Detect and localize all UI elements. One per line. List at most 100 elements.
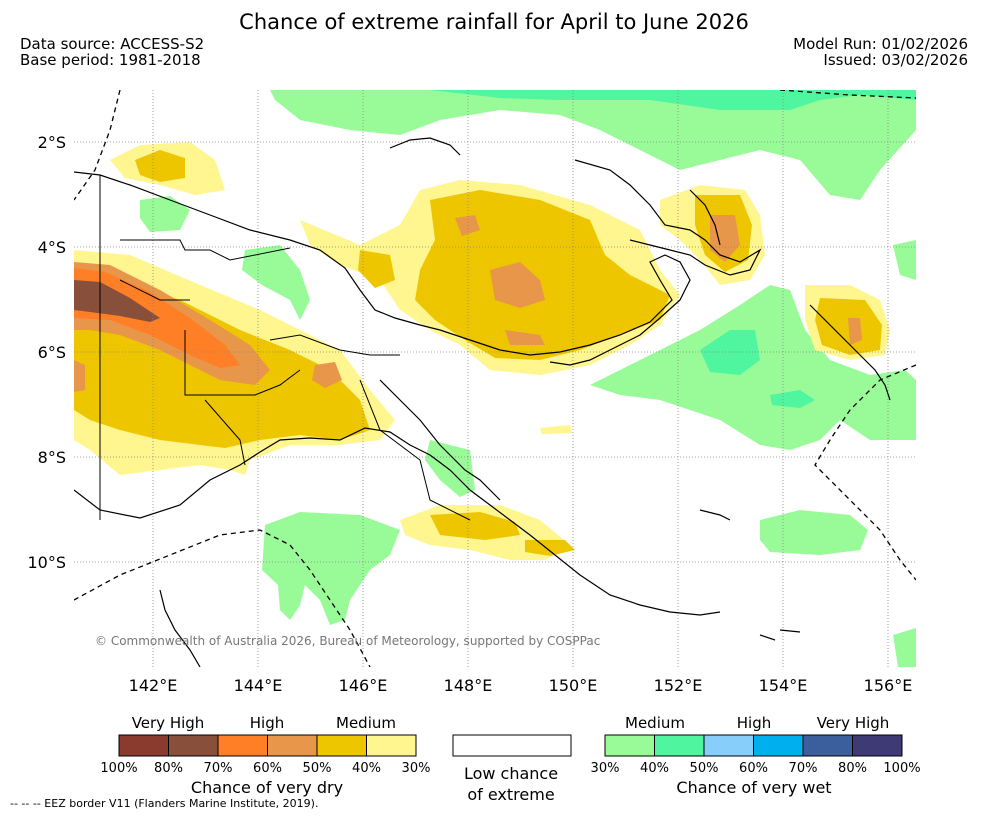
australia-coast: [159, 589, 201, 667]
wet-category-very-high: Very High: [817, 714, 890, 732]
wet-percent-label: 60%: [739, 761, 768, 776]
wet-region-far-east: [893, 240, 916, 280]
lon-tick: 142°E: [129, 676, 178, 695]
data-source-block: Data source: ACCESS-S2 Base period: 1981…: [20, 36, 204, 68]
dry-percent-label: 50%: [303, 761, 332, 776]
dry-region-central-high-2: [455, 215, 480, 236]
model-run-block: Model Run: 01/02/2026 Issued: 03/02/2026: [793, 36, 968, 68]
dry-percent-label: 30%: [402, 761, 431, 776]
wet-percent-label: 100%: [883, 761, 920, 776]
dry-region-small-light: [540, 425, 572, 434]
southeast-islands: [699, 509, 801, 641]
dry-region-east-high: [848, 318, 862, 345]
dry-swatch: [217, 734, 268, 757]
dry-legend-title: Chance of very dry: [191, 778, 343, 797]
base-period-label: Base period: 1981-2018: [20, 51, 201, 69]
lon-tick: 150°E: [549, 676, 598, 695]
dry-region-northeast-high: [710, 215, 740, 262]
wet-region-east-strong-2: [770, 390, 815, 408]
wet-legend: Medium High Very High 30% 40% 50% 60% 70% 80%…: [591, 714, 921, 797]
lat-tick: 6°S: [38, 343, 66, 362]
wet-swatch: [753, 734, 804, 757]
north-islands: [389, 137, 461, 156]
dry-swatch: [168, 734, 219, 757]
model-run-label: Model Run: 01/02/2026: [793, 35, 968, 53]
neutral-title-line2: of extreme: [467, 785, 554, 804]
lat-tick: 4°S: [38, 238, 66, 257]
dry-region-south-high: [312, 362, 342, 388]
wet-region-southeast: [760, 510, 868, 555]
wet-region-west-patch-2: [242, 245, 310, 320]
wet-region-far-southeast: [893, 628, 916, 667]
dry-percent-label: 40%: [352, 761, 381, 776]
wet-region-east-strong: [700, 330, 760, 375]
lon-tick: 154°E: [759, 676, 808, 695]
new-guinea-south-coast: [74, 427, 721, 616]
dry-signal-regions: [74, 142, 890, 560]
wet-percent-label: 40%: [640, 761, 669, 776]
wet-region-north: [270, 90, 916, 200]
wet-percent-label: 50%: [690, 761, 719, 776]
wet-percent-label: 80%: [838, 761, 867, 776]
latitude-ticks: 2°S 4°S 6°S 8°S 10°S: [27, 133, 66, 572]
wet-colorbar: [604, 734, 903, 757]
lat-tick: 2°S: [38, 133, 66, 152]
dry-region-northwest-medium: [135, 150, 185, 182]
neutral-swatch: [452, 734, 572, 757]
map-title: Chance of extreme rainfall for April to …: [239, 10, 749, 34]
international-borders: [99, 175, 471, 521]
lat-tick: 8°S: [38, 448, 66, 467]
wet-category-medium: Medium: [625, 714, 685, 732]
wet-region-south: [262, 512, 400, 625]
dry-region-west-high-2: [74, 360, 85, 392]
dry-swatch: [267, 734, 318, 757]
lon-tick: 146°E: [339, 676, 388, 695]
wet-region-north-strong: [430, 90, 916, 110]
neutral-legend: Low chance of extreme: [452, 734, 572, 804]
province-borders: [119, 239, 471, 521]
new-guinea-peninsula: [379, 379, 501, 501]
dry-region-central-medium: [358, 250, 395, 288]
lon-tick: 148°E: [444, 676, 493, 695]
dry-swatch: [366, 734, 417, 757]
dry-category-very-high: Very High: [132, 714, 205, 732]
wet-swatch: [703, 734, 754, 757]
wet-legend-title: Chance of very wet: [676, 778, 831, 797]
dry-percent-label: 70%: [204, 761, 233, 776]
dry-category-medium: Medium: [336, 714, 396, 732]
dry-colorbar: [118, 734, 417, 757]
dry-region-central-high-3: [505, 330, 545, 345]
dry-region-central-high: [490, 262, 545, 308]
eez-west: [74, 90, 121, 201]
dry-percent-label: 60%: [253, 761, 282, 776]
dry-region-central-medium-2: [415, 190, 670, 360]
dry-legend: Very High High Medium 100% 80% 70% 60% 50% 40…: [100, 714, 430, 797]
coastlines: [74, 137, 891, 667]
dry-swatch: [316, 734, 367, 757]
new-guinea-north-coast: [74, 171, 691, 366]
neutral-title-line1: Low chance: [464, 764, 558, 783]
dry-category-high: High: [250, 714, 284, 732]
new-britain-coast: [574, 159, 762, 276]
lon-tick: 144°E: [234, 676, 283, 695]
eez-east: [814, 364, 916, 581]
lon-tick: 152°E: [654, 676, 703, 695]
dry-percent-labels: 100% 80% 70% 60% 50% 40% 30%: [100, 761, 430, 776]
eez-boundaries: [74, 90, 916, 667]
dry-region-south-medium-2: [525, 540, 575, 556]
map-area: © Commonwealth of Australia 2026, Bureau…: [74, 90, 916, 667]
wet-region-west-patch: [140, 196, 190, 232]
wet-category-high: High: [737, 714, 771, 732]
longitude-ticks: 142°E 144°E 146°E 148°E 150°E 152°E 154°…: [129, 676, 913, 695]
dry-region-east-medium: [815, 298, 882, 355]
dry-swatch: [118, 734, 169, 757]
wet-swatch: [852, 734, 903, 757]
copyright-notice: © Commonwealth of Australia 2026, Bureau…: [95, 634, 600, 648]
dry-region-south-medium: [430, 512, 520, 540]
wet-swatch: [604, 734, 655, 757]
wet-percent-labels: 30% 40% 50% 60% 70% 80% 100%: [591, 761, 921, 776]
bougainville-coast: [809, 304, 891, 401]
wet-swatch: [654, 734, 705, 757]
issued-label: Issued: 03/02/2026: [823, 51, 968, 69]
